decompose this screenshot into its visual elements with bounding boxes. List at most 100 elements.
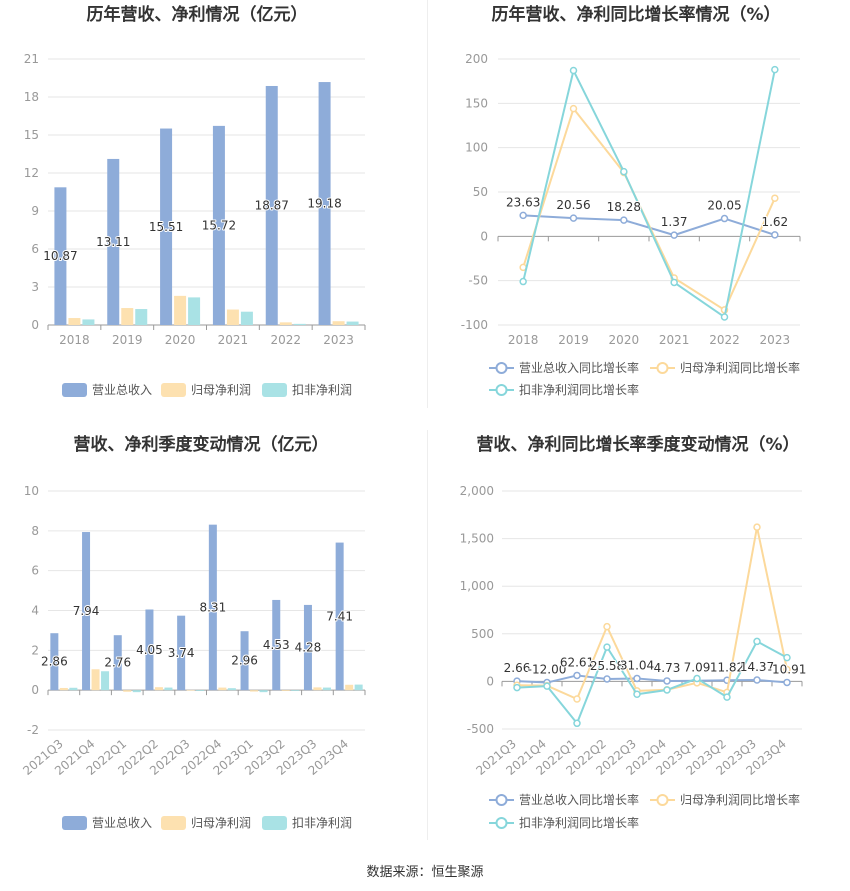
deducted-net-profit-point — [543, 682, 551, 690]
y-tick-label: 100 — [465, 141, 488, 155]
revenue-bar — [272, 599, 281, 691]
legend-item-parent-net-profit[interactable]: 归母净利润同比增长率 — [650, 792, 800, 807]
legend-item-parent-net-profit[interactable]: 归母净利润同比增长率 — [650, 360, 800, 375]
deducted-net-profit-bar — [82, 319, 95, 325]
y-tick-label: 10 — [24, 484, 39, 498]
data-label: 20.05 — [707, 199, 741, 213]
legend-item-parent-net-profit[interactable]: 归母净利润 — [161, 383, 251, 397]
data-label: 15.72 — [202, 218, 236, 232]
legend-swatch — [262, 383, 287, 397]
y-tick-label: -100 — [461, 318, 488, 332]
revenue-bar — [265, 85, 278, 325]
parent-net-profit-bar — [332, 321, 345, 325]
revenue-point — [783, 678, 791, 687]
deducted-net-profit-point — [620, 167, 628, 176]
parent-net-profit-bar — [174, 295, 187, 325]
y-tick-label: 0 — [480, 229, 488, 243]
deducted-net-profit-bar — [240, 311, 253, 325]
legend-label: 扣非净利润同比增长率 — [519, 382, 639, 397]
legend-item-deducted-net-profit[interactable]: 扣非净利润同比增长率 — [489, 382, 639, 397]
legend-item-parent-net-profit[interactable]: 归母净利润 — [161, 816, 251, 830]
legend-swatch — [62, 816, 87, 830]
revenue-bar — [240, 631, 249, 691]
y-tick-label: 1,000 — [460, 579, 494, 593]
y-tick-label: 21 — [24, 52, 39, 66]
parent-net-profit-growth-line — [516, 526, 788, 701]
deducted-net-profit-bar — [135, 309, 148, 325]
deducted-net-profit-point — [569, 66, 578, 75]
revenue-bar — [212, 125, 225, 325]
deducted-net-profit-point — [603, 643, 611, 651]
data-label: 4.28 — [295, 641, 322, 655]
legend-label: 归母净利润 — [191, 816, 251, 830]
data-label: -12.00 — [528, 663, 567, 677]
data-label: 13.11 — [96, 235, 130, 249]
deducted-net-profit-bar — [346, 321, 359, 325]
y-tick-label: 3 — [31, 280, 39, 294]
legend-swatch — [262, 816, 287, 830]
y-tick-label: 50 — [473, 185, 488, 199]
y-tick-label: 0 — [31, 318, 39, 332]
y-tick-label: 2 — [31, 643, 39, 657]
annual-growth-rate-chart: 历年营收、净利同比增长率情况（%） -100 -50 0 50 100 150 200 201… — [461, 4, 801, 397]
revenue-point — [771, 231, 779, 239]
plot-area: -202468102021Q32021Q42022Q12022Q22022Q32… — [20, 484, 366, 778]
revenue-bar — [145, 609, 154, 691]
revenue-bar — [113, 635, 122, 691]
quarterly-growth-rate-chart: 营收、净利同比增长率季度变动情况（%） -500 0 500 1,000 1,500 2,… — [460, 434, 808, 830]
legend-label: 营业总收入 — [92, 816, 152, 830]
revenue-bar — [177, 615, 186, 691]
data-label: 3.74 — [168, 646, 195, 660]
x-tick-label: 2020 — [165, 333, 196, 347]
x-tick-label: 2019 — [558, 333, 589, 347]
deducted-net-profit-point — [519, 277, 527, 286]
legend-item-revenue[interactable]: 营业总收入同比增长率 — [489, 360, 639, 375]
x-tick-label: 2022 — [709, 333, 740, 347]
revenue-point — [569, 214, 578, 222]
y-tick-label: 9 — [31, 204, 39, 218]
parent-net-profit-point — [783, 665, 791, 674]
deducted-net-profit-bar — [196, 690, 205, 691]
x-tick-label: 2021 — [218, 333, 249, 347]
deducted-net-profit-bar — [322, 687, 331, 691]
data-label: 1.37 — [661, 215, 688, 229]
data-label: 2.86 — [41, 655, 68, 669]
y-tick-label: 200 — [465, 52, 488, 66]
data-label: 10.87 — [43, 249, 77, 263]
legend-label: 扣非净利润 — [292, 383, 352, 397]
legend-item-revenue[interactable]: 营业总收入 — [62, 383, 152, 397]
deducted-net-profit-point — [723, 693, 731, 701]
revenue-bar — [160, 128, 173, 325]
legend-item-deducted-net-profit[interactable]: 扣非净利润同比增长率 — [489, 815, 639, 830]
data-label: 7.09 — [684, 661, 711, 675]
annual-revenue-profit-chart: 历年营收、净利情况（亿元） 0 3 6 9 12 15 18 21 2018 2019 2020 20… — [24, 4, 366, 397]
deducted-net-profit-point — [663, 686, 671, 694]
data-label: 15.51 — [149, 220, 183, 234]
deducted-net-profit-point — [720, 313, 729, 321]
deducted-net-profit-bar — [259, 690, 268, 693]
revenue-point — [753, 676, 761, 684]
chart-title: 历年营收、净利情况（亿元） — [87, 4, 308, 25]
legend-circle-icon — [495, 384, 508, 396]
legend-item-deducted-net-profit[interactable]: 扣非净利润 — [262, 816, 352, 830]
data-label: 11.82 — [710, 660, 744, 674]
y-tick-label: 6 — [31, 564, 39, 578]
data-label: 20.56 — [556, 198, 590, 212]
legend-item-revenue[interactable]: 营业总收入 — [62, 816, 152, 830]
deducted-net-profit-growth-line — [516, 640, 788, 725]
x-tick-label: 2021 — [659, 333, 690, 347]
legend-item-revenue[interactable]: 营业总收入同比增长率 — [489, 792, 639, 807]
x-tick-label: 2019 — [112, 333, 143, 347]
y-tick-label: 8 — [31, 524, 39, 538]
y-tick-label: 4 — [31, 604, 39, 618]
parent-net-profit-bar — [121, 308, 134, 325]
data-source-note: 数据来源：恒生聚源 — [366, 865, 483, 880]
deducted-net-profit-point — [573, 719, 581, 728]
data-label: 62.61 — [560, 655, 594, 669]
y-tick-label: 1,500 — [460, 532, 494, 546]
revenue-point — [720, 214, 729, 223]
legend-item-deducted-net-profit[interactable]: 扣非净利润 — [262, 383, 352, 397]
